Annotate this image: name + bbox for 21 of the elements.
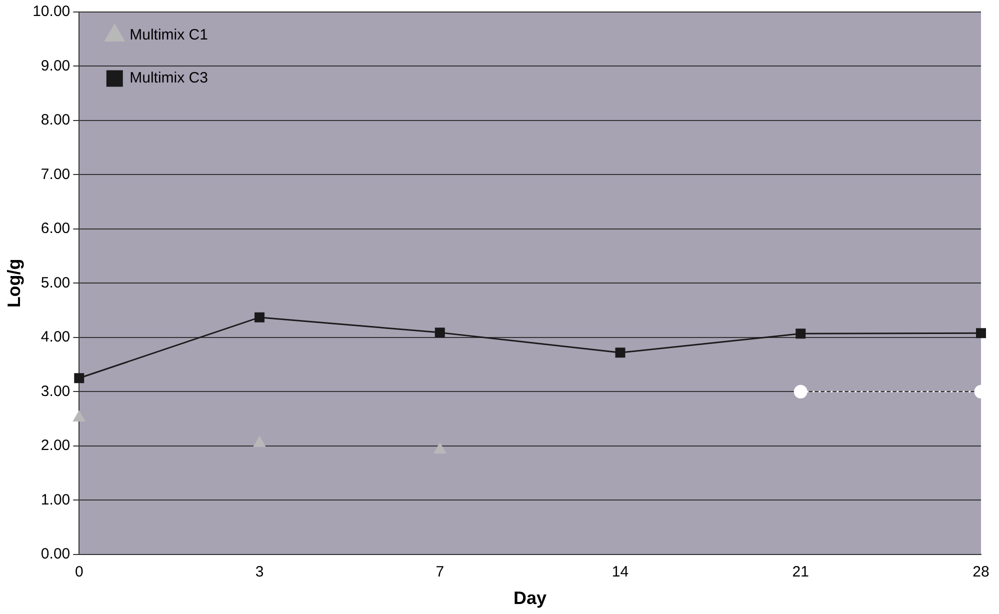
x-axis-title: Day (514, 588, 547, 608)
legend-label: Multimix C3 (130, 70, 208, 87)
y-tick-label: 3.00 (40, 382, 70, 400)
y-axis-title: Log/g (4, 258, 24, 308)
y-tick-label: 8.00 (40, 112, 70, 129)
y-tick-label: 5.00 (40, 274, 70, 292)
x-tick-label: 28 (972, 564, 990, 581)
y-tick-label: 1.00 (40, 491, 70, 508)
x-tick-label: 7 (436, 564, 444, 581)
y-tick-label: 10.00 (32, 3, 70, 20)
y-tick-label: 4.00 (40, 328, 70, 346)
x-tick-label: 0 (74, 564, 84, 581)
y-tick-label: 2.00 (40, 437, 70, 454)
legend-label: Multimix C1 (130, 26, 208, 44)
y-tick-label: 6.00 (40, 220, 70, 238)
x-tick-label: 21 (792, 564, 809, 581)
x-tick-label: 14 (612, 564, 629, 581)
y-tick-label: 0.00 (40, 546, 70, 563)
y-tick-label: 9.00 (40, 57, 70, 74)
x-tick-label: 3 (255, 564, 264, 581)
y-tick-label: 7.00 (40, 166, 70, 183)
